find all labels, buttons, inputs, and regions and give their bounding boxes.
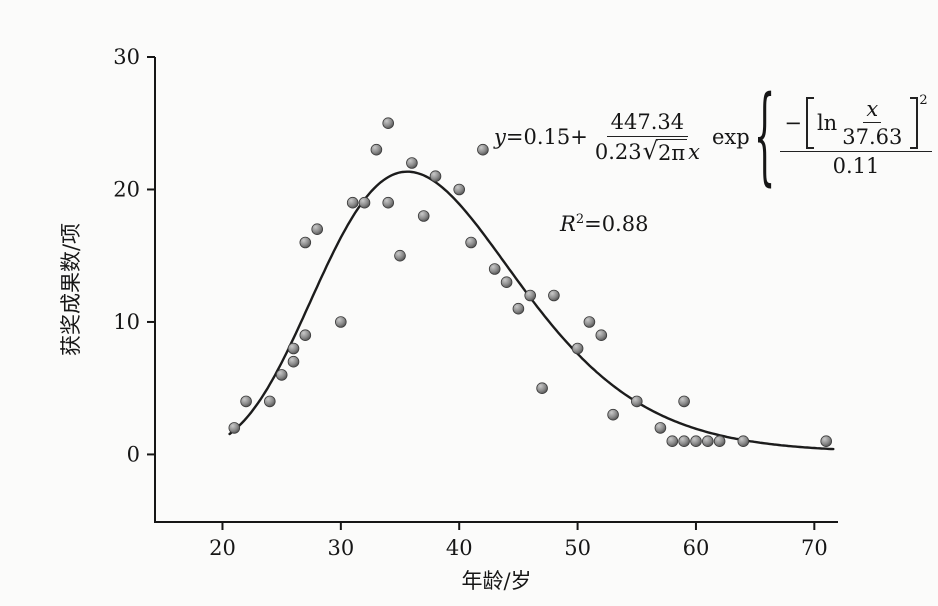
y-axis-label: 获奖成果数/项 bbox=[59, 223, 83, 356]
data-point bbox=[583, 316, 596, 328]
data-point bbox=[465, 236, 477, 249]
data-point bbox=[358, 196, 371, 209]
r-squared-label: R2=0.88 bbox=[560, 212, 648, 236]
radical-sign-icon: √ bbox=[642, 136, 658, 165]
fit-curve bbox=[228, 170, 835, 451]
fraction1-numerator: 447.34 bbox=[606, 110, 689, 137]
data-point bbox=[299, 236, 312, 249]
data-point bbox=[334, 316, 347, 328]
data-point bbox=[737, 435, 750, 448]
x-tick-label: 70 bbox=[801, 536, 828, 560]
r-symbol: R bbox=[560, 212, 576, 236]
data-point bbox=[453, 183, 466, 196]
sqrt-radical: √ 2π bbox=[642, 136, 688, 165]
variable-x: x bbox=[688, 139, 700, 164]
data-point bbox=[548, 289, 560, 302]
exp-operator: exp bbox=[712, 125, 750, 149]
data-point bbox=[701, 435, 714, 448]
data-point bbox=[820, 435, 832, 448]
x-tick-label: 50 bbox=[564, 536, 591, 560]
right-curly-brace: } bbox=[935, 84, 938, 189]
axes bbox=[154, 57, 838, 523]
data-point bbox=[666, 435, 679, 448]
inner-fraction: x 37.63 bbox=[838, 97, 906, 149]
data-point bbox=[228, 422, 241, 434]
equation-fraction-1: 447.34 0.23 √ 2π x bbox=[591, 110, 704, 165]
data-point bbox=[512, 302, 525, 315]
data-point bbox=[595, 329, 608, 342]
data-point bbox=[607, 408, 619, 421]
data-point bbox=[382, 196, 395, 209]
data-point bbox=[275, 369, 288, 381]
bracket-group: ln x 37.63 bbox=[805, 96, 919, 149]
x-axis-label: 年龄/岁 bbox=[461, 569, 531, 593]
y-tick-label: 0 bbox=[127, 442, 140, 466]
x-tick-label: 60 bbox=[683, 536, 710, 560]
data-point bbox=[713, 435, 726, 448]
equation-fraction-2: − ln x 37.63 2 0.11 bbox=[780, 93, 932, 178]
x-tick-label: 40 bbox=[446, 536, 473, 560]
data-point bbox=[287, 355, 300, 368]
data-point bbox=[678, 395, 690, 408]
data-point bbox=[346, 196, 359, 209]
data-point bbox=[690, 435, 702, 448]
right-bracket bbox=[910, 96, 919, 149]
left-curly-brace: { bbox=[753, 75, 776, 199]
data-point bbox=[382, 117, 395, 129]
data-point bbox=[630, 395, 643, 408]
data-point bbox=[299, 329, 312, 342]
ln-operator: ln bbox=[816, 110, 838, 135]
r-value: =0.88 bbox=[584, 212, 649, 236]
data-point bbox=[263, 395, 276, 408]
data-point bbox=[311, 223, 324, 236]
fit-equation: y=0.15+ 447.34 0.23 √ 2π x exp { − ln bbox=[494, 68, 938, 206]
data-point bbox=[678, 435, 690, 448]
data-point bbox=[524, 289, 536, 302]
data-point bbox=[654, 422, 667, 434]
data-point bbox=[287, 342, 300, 355]
bracket-exponent: 2 bbox=[919, 92, 928, 108]
equation-lhs: y=0.15+ bbox=[494, 125, 588, 149]
y-tick-label: 20 bbox=[113, 177, 140, 201]
data-point bbox=[571, 342, 584, 355]
x-tick-label: 20 bbox=[209, 536, 236, 560]
r-exponent: 2 bbox=[575, 212, 585, 227]
data-point bbox=[370, 143, 383, 156]
data-point bbox=[240, 395, 252, 408]
y-tick-label: 30 bbox=[113, 45, 140, 69]
data-point bbox=[488, 263, 501, 275]
x-tick-label: 30 bbox=[327, 536, 354, 560]
data-point bbox=[477, 143, 489, 156]
sigma-coef: 0.23 bbox=[594, 139, 642, 164]
inner-numerator: x bbox=[863, 97, 882, 123]
fraction1-denominator: 0.23 √ 2π x bbox=[591, 136, 704, 165]
data-point bbox=[500, 276, 513, 289]
fraction2-denominator: 0.11 bbox=[832, 153, 880, 178]
left-bracket bbox=[805, 96, 814, 149]
sqrt-argument: 2π bbox=[655, 138, 688, 165]
data-point bbox=[536, 382, 548, 395]
data-point bbox=[417, 210, 430, 222]
data-point bbox=[429, 170, 442, 183]
fraction2-numerator: − ln x 37.63 2 bbox=[780, 93, 932, 152]
minus-sign: − bbox=[784, 110, 802, 135]
data-point bbox=[406, 157, 418, 169]
inner-denominator: 37.63 bbox=[842, 124, 903, 149]
data-point bbox=[394, 249, 406, 262]
y-tick-label: 10 bbox=[113, 310, 140, 334]
